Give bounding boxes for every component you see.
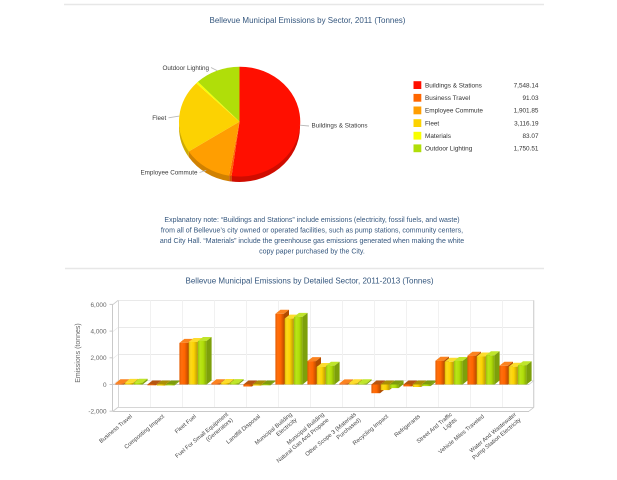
- svg-text:3,116.19: 3,116.19: [514, 120, 539, 127]
- svg-text:1,750.51: 1,750.51: [514, 146, 539, 153]
- svg-text:-2,000: -2,000: [88, 409, 107, 416]
- svg-text:from all of Bellevue’s city ow: from all of Bellevue’s city owned or ope…: [161, 228, 463, 235]
- svg-text:4,000: 4,000: [91, 329, 107, 336]
- svg-text:Outdoor Lighting: Outdoor Lighting: [162, 65, 209, 72]
- svg-text:91.03: 91.03: [523, 95, 539, 102]
- svg-text:Fleet: Fleet: [425, 120, 439, 127]
- svg-text:Emissions (tonnes): Emissions (tonnes): [75, 323, 82, 383]
- svg-text:0: 0: [103, 382, 107, 389]
- svg-text:Business Travel: Business Travel: [425, 95, 470, 102]
- svg-text:7,548.14: 7,548.14: [514, 82, 539, 89]
- svg-text:and City Hall. “Materials” inc: and City Hall. “Materials” include the g…: [160, 238, 464, 245]
- svg-text:Bellevue Municipal Emissions b: Bellevue Municipal Emissions by Sector, …: [210, 16, 406, 25]
- svg-text:Bellevue Municipal Emissions b: Bellevue Municipal Emissions by Detailed…: [186, 277, 434, 286]
- svg-text:Buildings & Stations: Buildings & Stations: [312, 123, 368, 130]
- svg-text:Buildings & Stations: Buildings & Stations: [425, 82, 482, 89]
- svg-text:Employee Commute: Employee Commute: [425, 108, 483, 115]
- svg-text:Outdoor Lighting: Outdoor Lighting: [425, 146, 473, 153]
- svg-text:Materials: Materials: [425, 133, 451, 140]
- svg-text:83.07: 83.07: [523, 133, 539, 140]
- svg-text:Employee Commute: Employee Commute: [140, 170, 198, 177]
- svg-text:copy paper purchased by the Ci: copy paper purchased by the City.: [259, 249, 365, 256]
- svg-text:Fleet: Fleet: [152, 115, 166, 122]
- svg-text:6,000: 6,000: [91, 302, 107, 309]
- svg-text:Explanatory note: “Buildings a: Explanatory note: “Buildings and Station…: [164, 217, 459, 224]
- svg-text:1,901.85: 1,901.85: [514, 108, 539, 115]
- svg-text:2,000: 2,000: [91, 355, 107, 362]
